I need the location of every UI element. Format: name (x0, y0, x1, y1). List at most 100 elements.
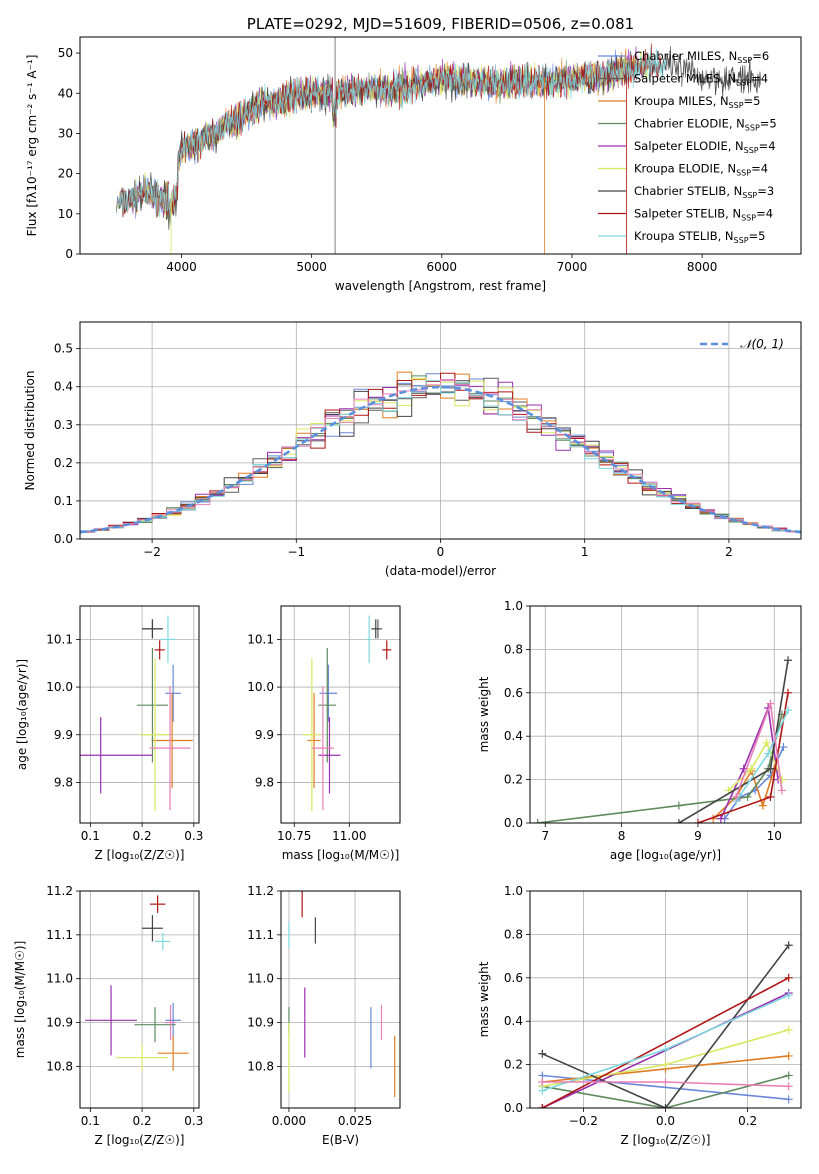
weight-marker-2 (533, 819, 542, 823)
weight-marker-1 (784, 1051, 793, 1060)
x-axis-label: Z [log₁₀(Z/Z☉)] (621, 1133, 711, 1147)
x-tick-label: 10.75 (277, 829, 311, 843)
x-tick-label: 0.2 (738, 1114, 757, 1128)
y-tick-label: 10.8 (46, 1059, 73, 1073)
x-tick-label: 1 (581, 545, 589, 559)
weight-marker-7 (661, 1045, 670, 1054)
panel-4: 7 8 9 10 0.0 0.2 0.4 0.6 0.8 1.0 age [log₁₀(age/yr… (477, 599, 802, 862)
weight-marker-7 (784, 706, 793, 715)
axes-frame (280, 605, 401, 824)
weight-marker-7 (538, 1086, 547, 1095)
y-tick-label: 0.6 (504, 971, 523, 985)
y-tick-label: 0.2 (504, 1058, 523, 1072)
y-tick-label: 1.0 (504, 599, 523, 613)
x-tick-label: 0.3 (184, 1114, 203, 1128)
normal-curve (80, 385, 801, 534)
x-tick-label: 0 (437, 545, 445, 559)
y-tick-label: 50 (58, 46, 73, 60)
weight-marker-8 (732, 792, 741, 801)
x-axis-label: Z [log₁₀(Z/Z☉)] (95, 1133, 185, 1147)
legend: Chabrier MILES, NSSP=6 Salpeter MILES, NS… (598, 49, 777, 245)
weight-line-2 (542, 1074, 789, 1108)
weight-marker-5 (784, 941, 793, 950)
y-tick-label: 0.2 (504, 773, 523, 787)
y-tick-label: 0.0 (54, 532, 73, 546)
y-tick-label: 9.8 (54, 775, 73, 789)
legend-label-0: Chabrier MILES, NSSP=6 (634, 49, 769, 65)
y-tick-label: 40 (58, 86, 73, 100)
y-tick-label: 11.2 (247, 884, 274, 898)
panel-2: 0.1 0.2 0.3 9.8 9.9 10.0 10.1 Z [log₁₀(Z/Z☉)] ag… (15, 605, 203, 862)
weight-marker-4 (661, 1060, 670, 1069)
weight-marker-2 (674, 801, 683, 810)
panel-1: −2 −1 0 1 2 0.0 0.1 0.2 0.3 0.4 0.5 (data-model)/er… (23, 321, 802, 578)
y-tick-label: 0.3 (54, 418, 73, 432)
panel-5: 0.1 0.2 0.3 10.8 10.9 11.0 11.1 11.2 Z [log₁₀(Z/… (13, 884, 203, 1147)
x-tick-label: 0.3 (184, 829, 203, 843)
x-tick-label: 0.1 (81, 829, 100, 843)
x-tick-label: 0.1 (81, 1114, 100, 1128)
y-tick-label: 0.4 (504, 729, 523, 743)
x-axis-label: mass [log₁₀(M/M☉)] (282, 848, 400, 862)
plot-area (80, 615, 193, 812)
x-tick-label: 10 (767, 829, 782, 843)
legend-label-3: Chabrier ELODIE, NSSP=5 (634, 117, 777, 133)
panel-7: −0.2 0.0 0.2 0.0 0.2 0.4 0.6 0.8 1.0 Z [log₁₀(Z/Z… (477, 884, 802, 1147)
y-tick-label: 0.4 (504, 1014, 523, 1028)
weight-marker-4 (784, 1025, 793, 1034)
y-tick-label: 11.1 (46, 928, 73, 942)
y-tick-label: 10.9 (247, 1016, 274, 1030)
y-tick-label: 0.8 (504, 927, 523, 941)
weight-marker-5 (766, 764, 775, 773)
y-tick-label: 0.0 (504, 1101, 523, 1115)
y-tick-label: 11.0 (247, 972, 274, 986)
x-tick-label: 11.00 (332, 829, 366, 843)
y-axis-label: Flux [fλ10⁻¹⁷ erg cm⁻² s⁻¹ A⁻¹] (25, 55, 39, 237)
y-tick-label: 9.9 (255, 728, 274, 742)
plot-area (288, 891, 396, 1098)
y-tick-label: 20 (58, 167, 73, 181)
weight-marker-8 (766, 699, 775, 708)
y-tick-label: 11.0 (46, 972, 73, 986)
weight-marker-5 (538, 1049, 547, 1058)
axes-frame (79, 605, 200, 824)
weight-marker-6 (538, 1104, 547, 1108)
weight-line-8 (735, 703, 783, 798)
x-tick-label: 2 (725, 545, 733, 559)
weight-marker-4 (777, 775, 786, 784)
y-tick-label: 9.9 (54, 728, 73, 742)
weight-marker-6 (693, 819, 702, 823)
weight-marker-2 (784, 1071, 793, 1080)
x-axis-label: E(B-V) (322, 1133, 359, 1147)
plot-area (116, 37, 762, 254)
weight-marker-6 (784, 688, 793, 697)
y-tick-label: 0.6 (504, 686, 523, 700)
weight-marker-8 (784, 1082, 793, 1091)
y-tick-label: 30 (58, 126, 73, 140)
y-axis-label: mass [log₁₀(M/M☉)] (13, 941, 27, 1059)
histogram-9 (80, 379, 801, 533)
panel-0: 4000 5000 6000 7000 8000 0 10 20 30 40 50 wavelengt… (25, 15, 802, 293)
legend-label-2: Kroupa MILES, NSSP=5 (634, 94, 760, 110)
axes-frame (529, 605, 802, 824)
x-tick-label: 8000 (687, 260, 718, 274)
spectrum-line-8 (116, 47, 666, 222)
weight-marker-3 (716, 814, 725, 823)
y-tick-label: 10.1 (46, 632, 73, 646)
weight-marker-8 (538, 1077, 547, 1086)
x-tick-label: 9 (694, 829, 702, 843)
weight-marker-8 (661, 1077, 670, 1086)
weight-marker-2 (743, 792, 752, 801)
weight-marker-7 (784, 991, 793, 1000)
x-tick-label: 8 (618, 829, 626, 843)
weight-marker-5 (784, 656, 793, 665)
panel-6: 0.000 0.025 10.8 10.9 11.0 11.1 11.2 E(B-V) (247, 884, 401, 1147)
y-tick-label: 0.1 (54, 494, 73, 508)
plot-area (533, 656, 793, 823)
x-tick-label: 7000 (557, 260, 588, 274)
y-tick-label: 10.1 (247, 632, 274, 646)
weight-marker-6 (766, 792, 775, 801)
x-tick-label: −2 (143, 545, 161, 559)
axes-frame (79, 890, 200, 1109)
